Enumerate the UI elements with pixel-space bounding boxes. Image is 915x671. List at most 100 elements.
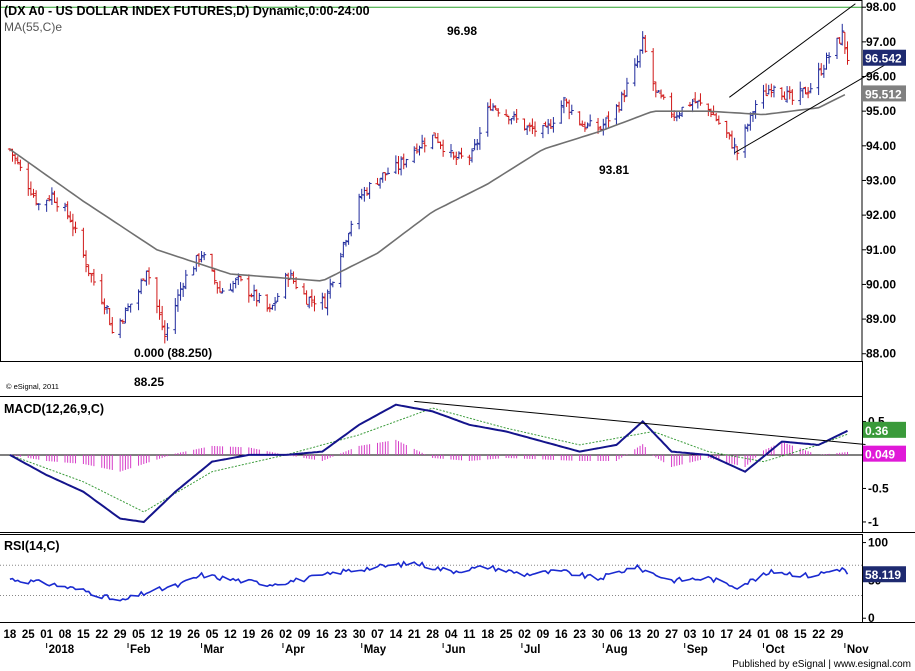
ohlc-bar [606,111,611,129]
ohlc-bar [357,193,362,230]
date-month-label: Oct [765,644,784,656]
price-annotation: 0.000 (88.250) [134,346,212,360]
date-day-label: 21 [408,629,421,641]
ohlc-bar [491,103,496,112]
date-day-label: 24 [739,629,752,641]
ohlc-bar [530,118,535,135]
price-tick-label: 95.00 [866,104,896,118]
ohlc-bar [640,31,645,54]
ohlc-bar [454,151,459,165]
date-day-label: 26 [187,629,200,641]
ohlc-bar [364,187,369,196]
ohlc-bar [273,297,278,311]
ohlc-bar [525,125,530,135]
ohlc-bar [110,317,115,334]
value-tag-label: 0.36 [865,424,889,438]
ohlc-bar [753,100,758,119]
ohlc-bar [827,52,832,64]
value-tag-label: 96.542 [865,52,902,66]
ohlc-bar [55,197,60,212]
ma-label: MA(55,C)e [4,20,62,34]
ohlc-bar [157,299,162,320]
price-tick-label: 94.00 [866,139,896,153]
ohlc-bar [467,154,472,166]
ohlc-bar [401,153,406,170]
ohlc-bar [183,269,188,290]
date-day-label: 16 [555,629,568,641]
ohlc-bar [485,102,490,137]
ohlc-bar [653,81,658,98]
price-tick-label: 98.00 [866,0,896,14]
ohlc-bar [569,104,574,115]
price-annotation: 93.81 [599,163,629,177]
ohlc-bar [661,94,666,100]
ohlc-bar [674,110,679,122]
date-day-label: 29 [114,629,127,641]
ohlc-bar [49,187,54,205]
ohlc-bar [456,151,461,159]
date-day-label: 19 [169,629,182,641]
date-month-label: 2018 [49,644,75,656]
date-day-label: 18 [3,629,16,641]
ohlc-bar [15,156,20,165]
footer-credit: Published by eSignal | www.esignal.com [732,659,911,670]
ohlc-bar [559,100,564,124]
ohlc-bar [385,167,390,175]
date-day-label: 28 [426,629,439,641]
ohlc-bar [120,319,125,324]
price-tick-label: 90.00 [866,277,896,291]
ohlc-bar [472,139,477,151]
ohlc-bar [212,268,217,285]
ohlc-bar [677,111,682,119]
date-day-label: 30 [353,629,366,641]
ohlc-bar [139,278,144,295]
ohlc-bar [312,295,317,312]
ohlc-bar [577,111,582,126]
macd-tick-label: -0.5 [868,481,889,495]
value-tag-label: 95.512 [865,87,902,101]
ohlc-bar [399,156,404,176]
ohlc-bar [325,289,330,316]
date-day-label: 15 [77,629,90,641]
ohlc-bar [320,292,325,310]
ohlc-bar [680,106,685,117]
ohlc-bar [275,293,280,302]
ohlc-bar [181,282,186,297]
ohlc-bar [842,31,847,54]
value-tag-bg [863,85,906,102]
panel-frames [0,0,915,623]
ohlc-bar [341,241,346,258]
ohlc-bar [808,83,813,94]
ohlc-bar [782,91,787,100]
price-axis: 98.00 97.00 96.00 95.00 94.00 93.00 92.00 91.00… [862,0,896,361]
ohlc-bar [750,110,755,122]
ohlc-bar [622,89,627,103]
macd-label: MACD(12,26,9,C) [4,402,104,416]
ohlc-bar [265,294,270,312]
ohlc-bar [330,281,335,288]
price-bars [7,23,850,344]
ohlc-bar [475,138,480,151]
ohlc-bar [36,202,41,211]
ohlc-bar [798,81,803,106]
ohlc-bar [656,90,661,93]
ohlc-bar [693,92,698,104]
macd-tick-label: -1 [868,515,879,529]
price-annotation: 88.25 [134,375,164,389]
date-day-label: 29 [831,629,844,641]
ohlc-bar [91,268,96,286]
ohlc-bar [787,86,792,100]
copyright-note: © eSignal, 2011 [6,382,59,391]
ohlc-bar [764,83,769,97]
date-month-label: Aug [605,644,627,656]
ohlc-bar [514,108,519,124]
date-day-label: 10 [702,629,715,641]
chart-title: (DX A0 - US DOLLAR INDEX FUTURES,D) Dyna… [4,4,370,18]
date-day-label: 09 [537,629,550,641]
ohlc-bar [144,270,149,286]
price-tick-label: 92.00 [866,208,896,222]
date-axis: 18 25 01 08 15 22 29 05 12 19 26 05 12 19 26 02 09 16 23 30… [3,629,869,656]
ohlc-bar [343,239,348,247]
ohlc-bar [217,280,222,293]
